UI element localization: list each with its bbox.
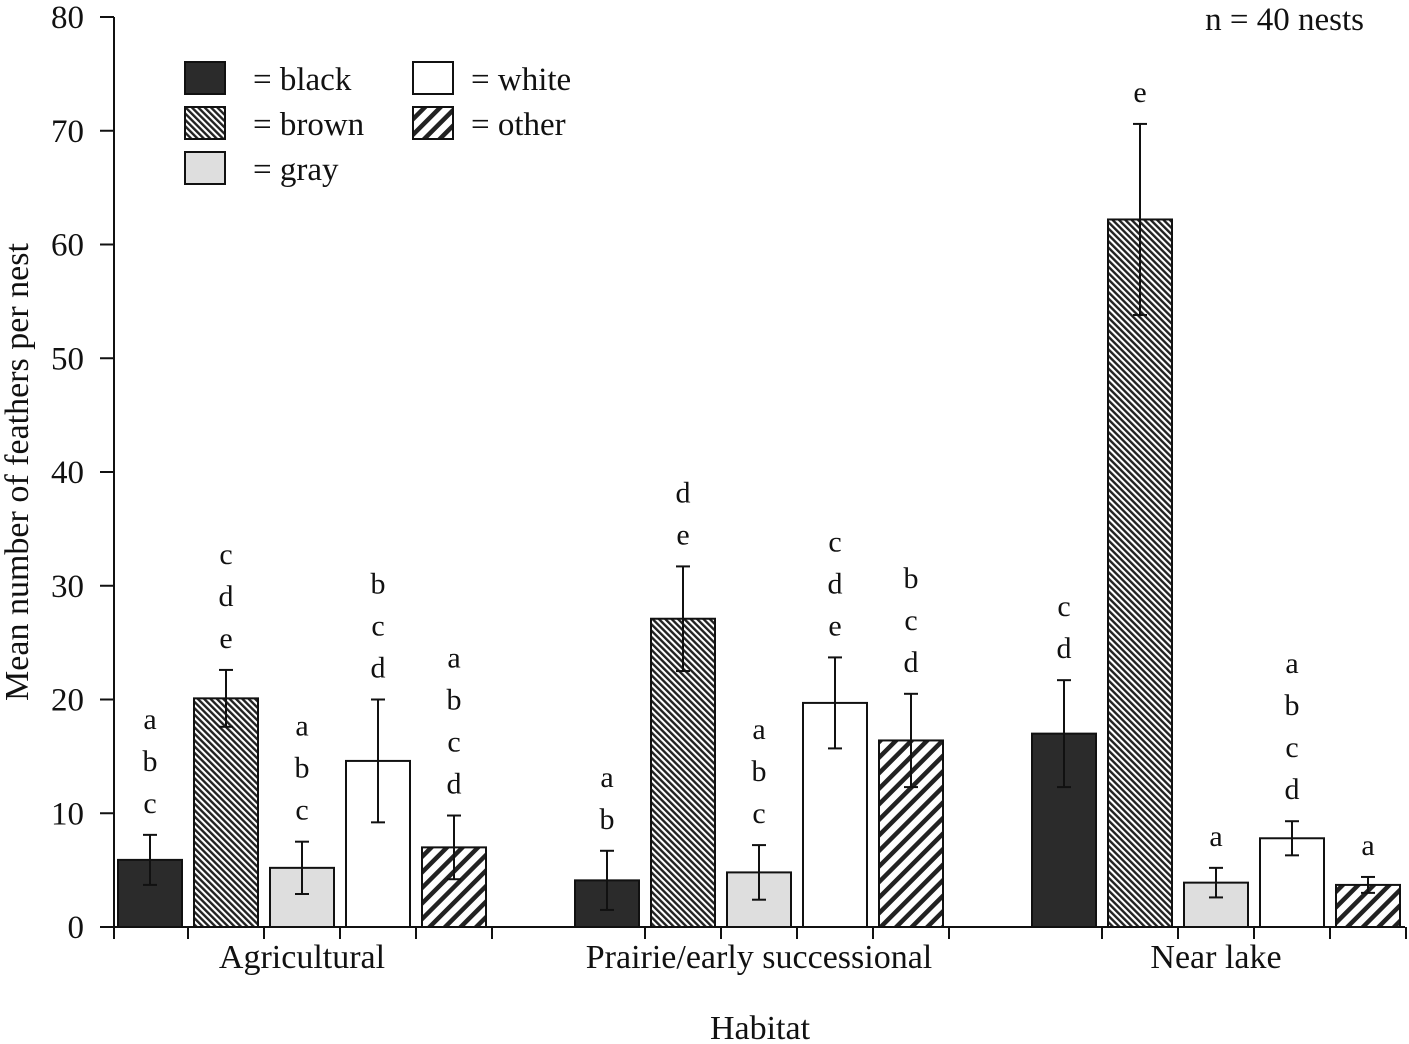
legend-item-other: = other xyxy=(412,106,566,143)
significance-letter: b xyxy=(600,803,615,836)
y-tick-label-30: 30 xyxy=(51,569,84,605)
bar-brown xyxy=(1107,218,1173,929)
significance-letter: b xyxy=(143,745,158,778)
significance-letter: d xyxy=(828,567,843,600)
significance-letter: a xyxy=(752,713,765,746)
significance-letter: a xyxy=(143,703,156,736)
category-label: Prairie/early successional xyxy=(586,939,932,976)
legend-label-other: = other xyxy=(471,107,566,143)
significance-letter: c xyxy=(1285,731,1298,764)
legend-item-black: = black xyxy=(184,61,352,98)
significance-letter: e xyxy=(219,622,232,655)
significance-letter: c xyxy=(904,604,917,637)
y-axis-title: Mean number of feathers per nest xyxy=(0,243,36,701)
significance-letter: a xyxy=(600,761,613,794)
significance-letter: d xyxy=(1285,773,1300,806)
x-axis-title: Habitat xyxy=(710,1010,811,1044)
significance-letter: b xyxy=(447,684,462,717)
y-tick-label-50: 50 xyxy=(51,341,84,377)
significance-letter: e xyxy=(828,609,841,642)
legend-item-white: = white xyxy=(412,61,571,98)
bar-white xyxy=(345,759,411,928)
legend-swatch-other xyxy=(412,106,454,140)
significance-letter: a xyxy=(295,710,308,743)
significance-letter: b xyxy=(371,568,386,601)
significance-letter: d xyxy=(904,646,919,679)
significance-letter: e xyxy=(676,518,689,551)
category-label: Near lake xyxy=(1150,939,1281,976)
significance-letter: c xyxy=(828,525,841,558)
significance-letter: d xyxy=(219,580,234,613)
significance-letter: a xyxy=(1361,829,1374,862)
legend-item-brown: = brown xyxy=(184,106,364,143)
bar-brown xyxy=(193,697,259,928)
y-axis: 0 10 20 30 40 50 60 70 80 xyxy=(51,0,115,946)
legend-swatch-gray xyxy=(184,151,226,185)
significance-letter: b xyxy=(904,562,919,595)
significance-letter: b xyxy=(1285,689,1300,722)
significance-letter: a xyxy=(1285,647,1298,680)
significance-letter: c xyxy=(219,538,232,571)
significance-letter: d xyxy=(1057,632,1072,665)
significance-letter: e xyxy=(1133,76,1146,109)
y-tick-label-60: 60 xyxy=(51,228,84,264)
legend-label-brown: = brown xyxy=(253,107,364,143)
significance-letter: c xyxy=(295,794,308,827)
legend-label-white: = white xyxy=(471,62,571,98)
significance-letter: c xyxy=(143,787,156,820)
y-tick-label-80: 80 xyxy=(51,0,84,36)
y-tick-label-0: 0 xyxy=(68,910,85,946)
significance-letter: d xyxy=(447,768,462,801)
legend: = black = brown = gray = white = other xyxy=(184,61,571,188)
significance-letter: c xyxy=(371,610,384,643)
significance-letter: d xyxy=(676,476,691,509)
significance-letter: b xyxy=(295,752,310,785)
legend-label-gray: = gray xyxy=(253,152,339,188)
legend-swatch-brown xyxy=(184,106,226,140)
significance-letter: c xyxy=(1057,590,1070,623)
y-tick-label-70: 70 xyxy=(51,114,84,150)
legend-item-gray: = gray xyxy=(184,151,339,188)
significance-letter: c xyxy=(752,797,765,830)
significance-letter: b xyxy=(752,755,767,788)
y-tick-label-40: 40 xyxy=(51,455,84,491)
significance-letter: d xyxy=(371,652,386,685)
significance-letter: a xyxy=(1209,820,1222,853)
sample-size-note: n = 40 nests xyxy=(1205,2,1364,38)
category-label: Agricultural xyxy=(219,939,385,976)
legend-swatch-black xyxy=(184,61,226,95)
y-tick-label-10: 10 xyxy=(51,796,84,832)
legend-label-black: = black xyxy=(253,62,352,98)
significance-letter: a xyxy=(447,642,460,675)
legend-swatch-white xyxy=(412,61,454,95)
y-tick-label-20: 20 xyxy=(51,683,84,719)
significance-letter: c xyxy=(447,726,460,759)
